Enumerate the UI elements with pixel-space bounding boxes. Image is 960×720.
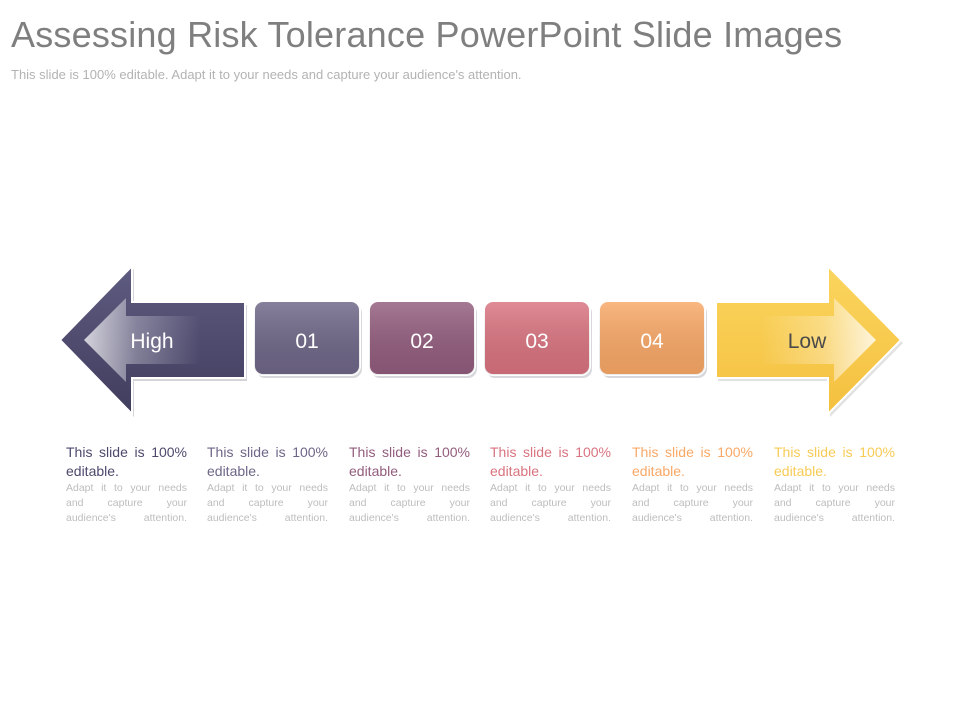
description-body: Adapt it to your needs and capture your xyxy=(490,482,611,509)
low-arrow: Low xyxy=(715,263,903,417)
slide-subtitle: This slide is 100% editable. Adapt it to… xyxy=(11,67,522,82)
description-body-end: audience's attention. xyxy=(349,512,470,524)
description-block-2: This slide is 100% editable. Adapt it to… xyxy=(207,443,328,526)
step-label-04: 04 xyxy=(640,330,664,353)
step-label-02: 02 xyxy=(410,330,433,353)
description-heading: This slide is 100% editable. xyxy=(490,444,611,479)
description-body-end: audience's attention. xyxy=(207,512,328,524)
step-box-04: 04 xyxy=(598,300,707,378)
description-body: Adapt it to your needs and capture your xyxy=(774,482,895,509)
step-box-01: 01 xyxy=(253,300,362,378)
description-body: Adapt it to your needs and capture your xyxy=(207,482,328,509)
description-heading: This slide is 100% editable. xyxy=(632,444,753,479)
description-heading: This slide is 100% editable. xyxy=(774,444,895,479)
step-box-03: 03 xyxy=(483,300,592,378)
high-arrow: High xyxy=(58,263,247,417)
slide-title: Assessing Risk Tolerance PowerPoint Slid… xyxy=(11,14,843,55)
description-heading: This slide is 100% editable. xyxy=(349,444,470,479)
description-body-end: audience's attention. xyxy=(66,512,187,524)
low-label: Low xyxy=(788,330,827,353)
description-body-end: audience's attention. xyxy=(632,512,753,524)
description-block-5: This slide is 100% editable. Adapt it to… xyxy=(632,443,753,526)
description-block-1: This slide is 100% editable. Adapt it to… xyxy=(66,443,187,526)
description-heading: This slide is 100% editable. xyxy=(66,444,187,479)
description-body: Adapt it to your needs and capture your xyxy=(349,482,470,509)
description-block-6: This slide is 100% editable. Adapt it to… xyxy=(774,443,895,526)
description-block-3: This slide is 100% editable. Adapt it to… xyxy=(349,443,470,526)
step-label-01: 01 xyxy=(295,330,318,353)
description-block-4: This slide is 100% editable. Adapt it to… xyxy=(490,443,611,526)
description-body-end: audience's attention. xyxy=(774,512,895,524)
description-body: Adapt it to your needs and capture your xyxy=(66,482,187,509)
description-body: Adapt it to your needs and capture your xyxy=(632,482,753,509)
description-heading: This slide is 100% editable. xyxy=(207,444,328,479)
step-box-02: 02 xyxy=(368,300,477,378)
step-label-03: 03 xyxy=(525,330,548,353)
high-label: High xyxy=(130,330,173,353)
description-body-end: audience's attention. xyxy=(490,512,611,524)
